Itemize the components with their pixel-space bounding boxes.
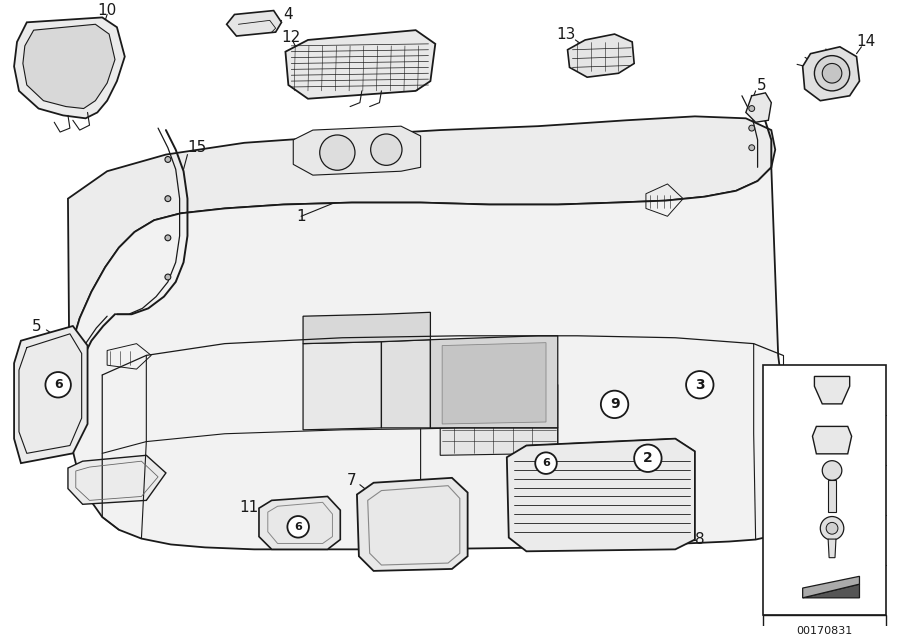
Circle shape: [749, 125, 755, 131]
Polygon shape: [285, 30, 436, 99]
Polygon shape: [22, 24, 115, 109]
Polygon shape: [828, 539, 836, 558]
Circle shape: [165, 156, 171, 162]
Polygon shape: [828, 480, 836, 511]
Text: 8: 8: [695, 532, 705, 547]
Text: 13: 13: [556, 27, 575, 41]
Circle shape: [165, 274, 171, 280]
Polygon shape: [357, 478, 468, 571]
Polygon shape: [763, 365, 886, 615]
Polygon shape: [293, 126, 420, 175]
Polygon shape: [813, 426, 851, 454]
Text: 9: 9: [610, 398, 619, 411]
Polygon shape: [442, 343, 546, 424]
Polygon shape: [803, 584, 860, 598]
Polygon shape: [430, 336, 558, 428]
Text: 2: 2: [775, 534, 784, 546]
Text: 1: 1: [296, 209, 306, 224]
Text: 10: 10: [97, 3, 117, 18]
Text: 11: 11: [239, 500, 259, 515]
Polygon shape: [763, 615, 886, 636]
Polygon shape: [14, 17, 125, 118]
Circle shape: [686, 371, 714, 399]
Circle shape: [634, 445, 662, 472]
Text: 9: 9: [775, 384, 784, 397]
Text: 12: 12: [282, 29, 301, 45]
Text: 4: 4: [284, 7, 293, 22]
Polygon shape: [803, 47, 860, 100]
Polygon shape: [303, 312, 430, 343]
Text: 5: 5: [757, 78, 766, 93]
Circle shape: [45, 372, 71, 398]
Circle shape: [165, 196, 171, 202]
Circle shape: [749, 145, 755, 151]
Polygon shape: [68, 455, 166, 504]
Polygon shape: [227, 11, 282, 36]
Circle shape: [165, 235, 171, 241]
Text: 6: 6: [294, 522, 302, 532]
Circle shape: [371, 134, 402, 165]
Text: 15: 15: [187, 140, 207, 155]
Polygon shape: [508, 439, 695, 457]
Polygon shape: [803, 576, 860, 598]
Circle shape: [287, 516, 309, 537]
Text: 3: 3: [695, 378, 705, 392]
Text: 6: 6: [775, 434, 784, 446]
Text: 3: 3: [775, 483, 784, 497]
Polygon shape: [568, 34, 634, 77]
Polygon shape: [507, 439, 695, 551]
Text: 00170831: 00170831: [796, 626, 852, 635]
Polygon shape: [14, 326, 87, 463]
Polygon shape: [746, 93, 771, 122]
Polygon shape: [259, 497, 340, 550]
Circle shape: [601, 391, 628, 418]
Text: 6: 6: [54, 378, 62, 391]
Circle shape: [823, 460, 842, 480]
Circle shape: [320, 135, 355, 170]
Circle shape: [749, 106, 755, 111]
Text: 5: 5: [32, 319, 41, 333]
Circle shape: [814, 55, 850, 91]
Polygon shape: [382, 340, 430, 428]
Circle shape: [826, 522, 838, 534]
Polygon shape: [66, 116, 775, 439]
Polygon shape: [303, 342, 382, 430]
Polygon shape: [814, 377, 850, 404]
Text: 7: 7: [347, 473, 357, 488]
Circle shape: [820, 516, 844, 540]
Text: 6: 6: [542, 458, 550, 468]
Circle shape: [536, 452, 557, 474]
Polygon shape: [440, 373, 558, 455]
Polygon shape: [66, 167, 788, 550]
Text: 14: 14: [857, 34, 876, 50]
Circle shape: [823, 64, 842, 83]
Text: 2: 2: [643, 452, 652, 466]
